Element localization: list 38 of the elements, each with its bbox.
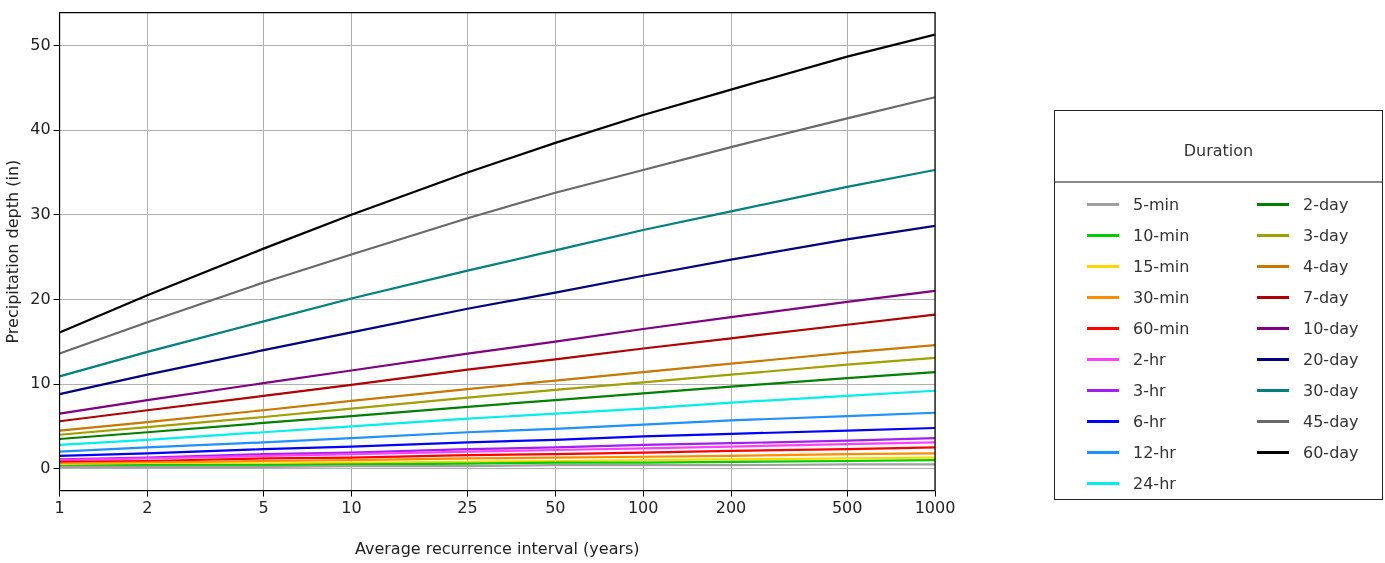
legend-label: 60-min xyxy=(1133,319,1190,338)
y-axis-title: Precipitation depth (in) xyxy=(2,159,22,344)
x-tick-label: 5 xyxy=(258,498,269,518)
legend-label: 4-day xyxy=(1303,257,1349,276)
x-tick-label: 25 xyxy=(457,498,478,518)
x-tick-label: 1000 xyxy=(914,498,956,518)
legend-label: 60-day xyxy=(1303,443,1359,462)
legend-label: 6-hr xyxy=(1133,412,1166,431)
x-tick-label: 2 xyxy=(142,498,153,518)
legend-label: 45-day xyxy=(1303,412,1359,431)
y-tick-label: 40 xyxy=(30,119,51,139)
legend-label: 12-hr xyxy=(1133,443,1176,462)
legend-label: 30-day xyxy=(1303,381,1359,400)
legend-label: 10-day xyxy=(1303,319,1359,338)
legend-label: 30-min xyxy=(1133,288,1190,307)
legend-title: Duration xyxy=(1055,111,1382,183)
x-tick-label: 1 xyxy=(54,498,65,518)
legend-label: 10-min xyxy=(1133,226,1190,245)
y-tick-label: 50 xyxy=(30,34,51,54)
legend-label: 2-hr xyxy=(1133,350,1166,369)
legend-label: 2-day xyxy=(1303,195,1349,214)
x-tick-label: 200 xyxy=(715,498,747,518)
legend-label: 5-min xyxy=(1133,195,1180,214)
y-tick-label: 30 xyxy=(30,203,51,223)
legend-label: 3-hr xyxy=(1133,381,1166,400)
y-tick-label: 10 xyxy=(30,373,51,393)
y-tick-label: 0 xyxy=(40,457,51,477)
legend-label: 3-day xyxy=(1303,226,1349,245)
x-tick-label: 50 xyxy=(545,498,566,518)
x-tick-label: 500 xyxy=(831,498,863,518)
legend-label: 20-day xyxy=(1303,350,1359,369)
x-axis-title: Average recurrence interval (years) xyxy=(354,538,640,558)
x-tick-label: 10 xyxy=(341,498,362,518)
x-tick-label: 100 xyxy=(627,498,659,518)
legend-label: 15-min xyxy=(1133,257,1190,276)
legend-label: 24-hr xyxy=(1133,474,1176,493)
legend-label: 7-day xyxy=(1303,288,1349,307)
y-tick-label: 20 xyxy=(30,288,51,308)
